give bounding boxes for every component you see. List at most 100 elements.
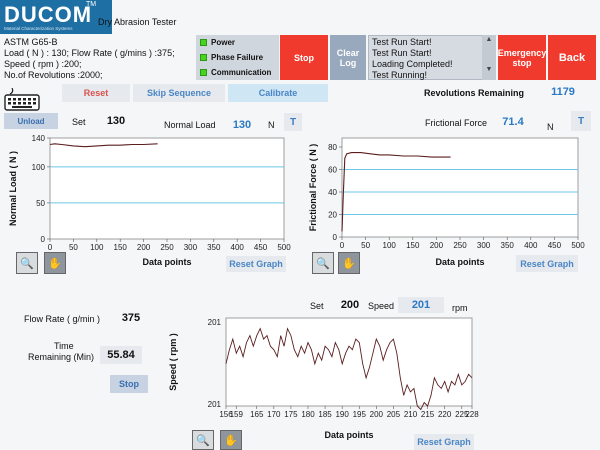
x-axis-label: Data points [324, 430, 373, 440]
x-tick-label: 350 [207, 243, 221, 252]
reset-graph-button[interactable]: Reset Graph [226, 256, 286, 272]
y-tick-label: 0 [41, 235, 46, 244]
status-panel: Power Phase Failure Communication [196, 35, 279, 80]
back-button[interactable]: Back [548, 35, 596, 80]
test-standard: ASTM G65-B [4, 37, 58, 47]
revolutions-remaining-label: Revolutions Remaining [424, 88, 525, 98]
status-comm-label: Communication [211, 68, 272, 77]
time-remaining-label: Remaining (Min) [28, 352, 95, 362]
time-label: Time [54, 341, 74, 351]
x-tick-label: 500 [277, 243, 291, 252]
x-tick-label: 400 [524, 241, 538, 250]
log-line: Test Run Start! [372, 48, 432, 58]
reset-button[interactable]: Reset [62, 84, 130, 102]
hand-icon: ✋ [342, 257, 356, 270]
y-tick-label: 60 [328, 166, 337, 175]
x-tick-label: 150 [114, 243, 128, 252]
series-line [341, 152, 451, 232]
x-tick-label: 0 [48, 243, 53, 252]
logo-text: DUCOM [4, 2, 93, 27]
y-tick-label: 140 [32, 134, 46, 143]
test-load-flow: Load ( N ) : 130; Flow Rate ( g/mins ) :… [4, 48, 175, 58]
pan-tool-button[interactable]: ✋ [44, 252, 66, 274]
set-load-value: 130 [106, 115, 126, 127]
test-info: ASTM G65-B Load ( N ) : 130; Flow Rate (… [4, 37, 194, 81]
flow-rate-value: 375 [121, 312, 141, 324]
series-line [49, 143, 158, 148]
series-line [225, 327, 473, 411]
x-tick-label: 300 [477, 241, 491, 250]
pan-tool-button[interactable]: ✋ [220, 430, 242, 450]
emergency-stop-button[interactable]: Emergency stop [498, 35, 546, 80]
machine-title: Dry Abrasion Tester [98, 17, 177, 27]
calibrate-button[interactable]: Calibrate [228, 84, 328, 102]
status-phase-label: Phase Failure [211, 53, 264, 62]
x-tick-label: 200 [370, 410, 384, 419]
keyboard-icon[interactable] [4, 87, 40, 112]
x-tick-label: 225 [455, 410, 469, 419]
reset-graph-button[interactable]: Reset Graph [414, 434, 474, 450]
x-tick-label: 100 [90, 243, 104, 252]
x-tick-label: 0 [340, 241, 345, 250]
y-tick-label: 0 [333, 233, 338, 242]
x-tick-label: 150 [406, 241, 420, 250]
reset-graph-button[interactable]: Reset Graph [516, 255, 578, 272]
log-line: Test Run Start! [372, 37, 432, 47]
log-scrollbar[interactable]: ▲ ▼ [482, 35, 496, 80]
hand-icon: ✋ [48, 257, 62, 270]
skip-sequence-button[interactable]: Skip Sequence [133, 84, 225, 102]
x-tick-label: 300 [184, 243, 198, 252]
time-remaining-value: 55.84 [100, 346, 142, 364]
status-power: Power [200, 38, 235, 47]
status-phase-failure: Phase Failure [200, 53, 263, 62]
revolutions-remaining-value: 1179 [551, 86, 575, 98]
x-tick-label: 50 [69, 243, 78, 252]
phase-led-icon [200, 54, 207, 61]
speed-value: 201 [398, 297, 444, 313]
x-tick-label: 170 [267, 410, 281, 419]
scroll-down-icon[interactable]: ▼ [485, 66, 493, 73]
speed-set-label: Set [310, 301, 324, 311]
unload-button[interactable]: Unload [4, 113, 58, 129]
x-tick-label: 195 [353, 410, 367, 419]
y-tick-label: 201 [208, 318, 222, 327]
x-tick-label: 205 [387, 410, 401, 419]
zoom-tool-button[interactable]: 🔍 [16, 252, 38, 274]
normal-load-unit: N [268, 120, 275, 130]
x-tick-label: 250 [453, 241, 467, 250]
speed-unit: rpm [452, 303, 468, 313]
test-revolutions: No.of Revolutions :2000; [4, 70, 103, 80]
x-tick-label: 215 [421, 410, 435, 419]
hand-icon: ✋ [224, 434, 238, 447]
flow-rate-label: Flow Rate ( g/min ) [24, 314, 101, 324]
x-tick-label: 100 [383, 241, 397, 250]
status-communication: Communication [200, 68, 271, 77]
clear-log-button[interactable]: Clear Log [330, 35, 366, 80]
power-led-icon [200, 39, 207, 46]
x-tick-label: 450 [254, 243, 268, 252]
x-tick-label: 500 [571, 241, 585, 250]
x-tick-label: 190 [335, 410, 349, 419]
y-axis-label: Normal Load ( N ) [8, 151, 18, 226]
zoom-icon: 🔍 [316, 257, 330, 270]
speed-set-value: 200 [340, 299, 360, 311]
stop-timer-button[interactable]: Stop [110, 375, 148, 393]
x-tick-label: 220 [438, 410, 452, 419]
stop-button[interactable]: Stop [280, 35, 328, 80]
y-tick-label: 20 [328, 211, 337, 220]
y-tick-label: 80 [328, 143, 337, 152]
zoom-tool-button[interactable]: 🔍 [192, 430, 214, 450]
scroll-up-icon[interactable]: ▲ [485, 36, 493, 43]
tare-force-button[interactable]: T [571, 111, 591, 131]
x-tick-label: 210 [404, 410, 418, 419]
logo-trademark: TM [86, 1, 97, 8]
y-tick-label: 40 [328, 188, 337, 197]
log-line: Loading Completed! [372, 59, 453, 69]
tare-load-button[interactable]: T [284, 113, 302, 131]
pan-tool-button[interactable]: ✋ [338, 252, 360, 274]
x-tick-label: 250 [160, 243, 174, 252]
zoom-tool-button[interactable]: 🔍 [312, 252, 334, 274]
x-tick-label: 185 [318, 410, 332, 419]
x-tick-label: 450 [548, 241, 562, 250]
